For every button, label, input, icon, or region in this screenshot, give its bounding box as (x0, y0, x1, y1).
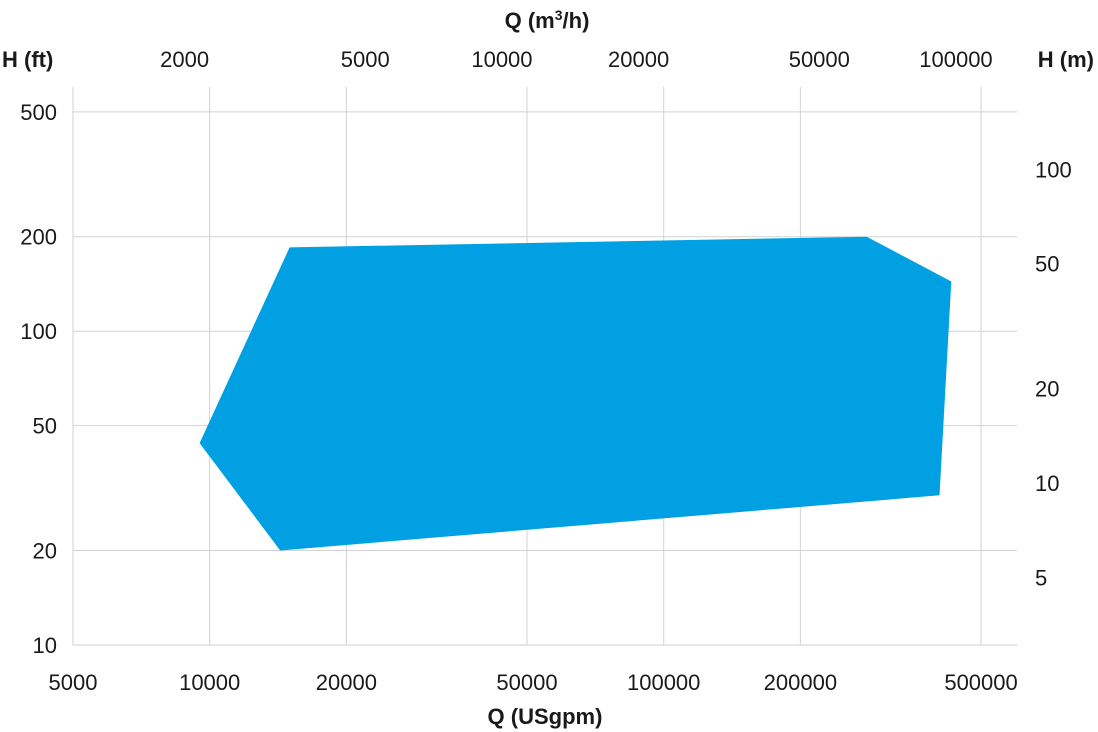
x-top-tick-label-4: 50000 (789, 47, 850, 72)
x-top-title-tail: /h) (563, 8, 590, 33)
x-bottom-tick-label-4: 100000 (627, 670, 700, 695)
axes: 5000 10000 20000 50000 100000 200000 500000 200… (20, 47, 1071, 695)
y-left-tick-label-0: 10 (33, 633, 57, 658)
x-axis-title-m3h: Q (m3/h) (505, 7, 590, 33)
x-top-tick-label-3: 20000 (608, 47, 669, 72)
x-top-tick-label-5: 100000 (919, 47, 992, 72)
y-axis-title-ft: H (ft) (2, 47, 53, 72)
x-top-title-main: Q (m (505, 8, 555, 33)
x-bottom-tick-label-2: 20000 (316, 670, 377, 695)
y-right-tick-label-3: 50 (1035, 252, 1059, 277)
x-bottom-tick-label-3: 50000 (496, 670, 557, 695)
coverage-polygon (199, 236, 952, 551)
x-bottom-tick-label-6: 500000 (944, 670, 1017, 695)
y-left-tick-label-2: 50 (33, 414, 57, 439)
y-right-tick-label-2: 20 (1035, 377, 1059, 402)
x-top-tick-label-0: 2000 (160, 47, 209, 72)
x-top-title-superscript: 3 (555, 7, 563, 23)
y-left-tick-label-1: 20 (33, 539, 57, 564)
x-bottom-tick-label-0: 5000 (49, 670, 98, 695)
coverage-area (199, 236, 952, 551)
x-bottom-tick-label-5: 200000 (764, 670, 837, 695)
y-axis-title-m: H (m) (1038, 47, 1094, 72)
y-left-tick-label-5: 500 (20, 100, 57, 125)
x-top-tick-label-1: 5000 (341, 47, 390, 72)
x-axis-title-usgpm: Q (USgpm) (488, 704, 603, 729)
y-left-tick-label-3: 100 (20, 319, 57, 344)
y-left-tick-label-4: 200 (20, 225, 57, 250)
y-right-tick-label-4: 100 (1035, 157, 1072, 182)
y-right-tick-label-1: 10 (1035, 471, 1059, 496)
x-top-tick-label-2: 10000 (471, 47, 532, 72)
y-right-tick-label-0: 5 (1035, 566, 1047, 591)
x-bottom-tick-label-1: 10000 (179, 670, 240, 695)
